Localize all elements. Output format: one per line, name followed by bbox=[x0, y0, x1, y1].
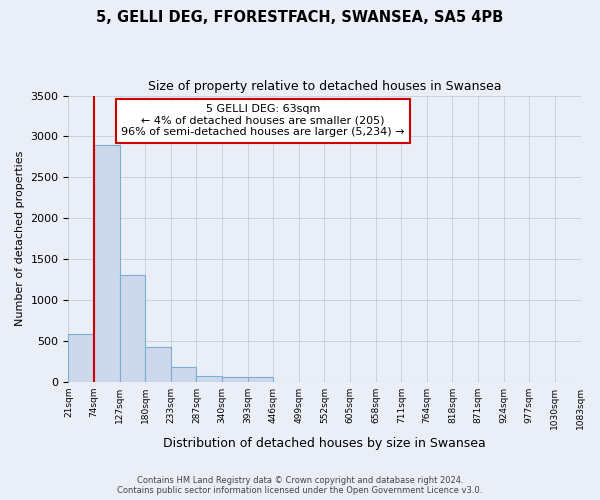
Bar bbox=[171, 368, 196, 382]
Y-axis label: Number of detached properties: Number of detached properties bbox=[15, 151, 25, 326]
Bar bbox=[94, 144, 119, 382]
Bar bbox=[222, 377, 248, 382]
X-axis label: Distribution of detached houses by size in Swansea: Distribution of detached houses by size … bbox=[163, 437, 486, 450]
Title: Size of property relative to detached houses in Swansea: Size of property relative to detached ho… bbox=[148, 80, 501, 93]
Text: Contains HM Land Registry data © Crown copyright and database right 2024.
Contai: Contains HM Land Registry data © Crown c… bbox=[118, 476, 482, 495]
Bar bbox=[196, 376, 222, 382]
Bar bbox=[119, 276, 145, 382]
Bar bbox=[68, 334, 94, 382]
Text: 5, GELLI DEG, FFORESTFACH, SWANSEA, SA5 4PB: 5, GELLI DEG, FFORESTFACH, SWANSEA, SA5 … bbox=[97, 10, 503, 25]
Bar bbox=[145, 348, 171, 382]
Bar bbox=[248, 377, 273, 382]
Text: 5 GELLI DEG: 63sqm
← 4% of detached houses are smaller (205)
96% of semi-detache: 5 GELLI DEG: 63sqm ← 4% of detached hous… bbox=[121, 104, 405, 138]
